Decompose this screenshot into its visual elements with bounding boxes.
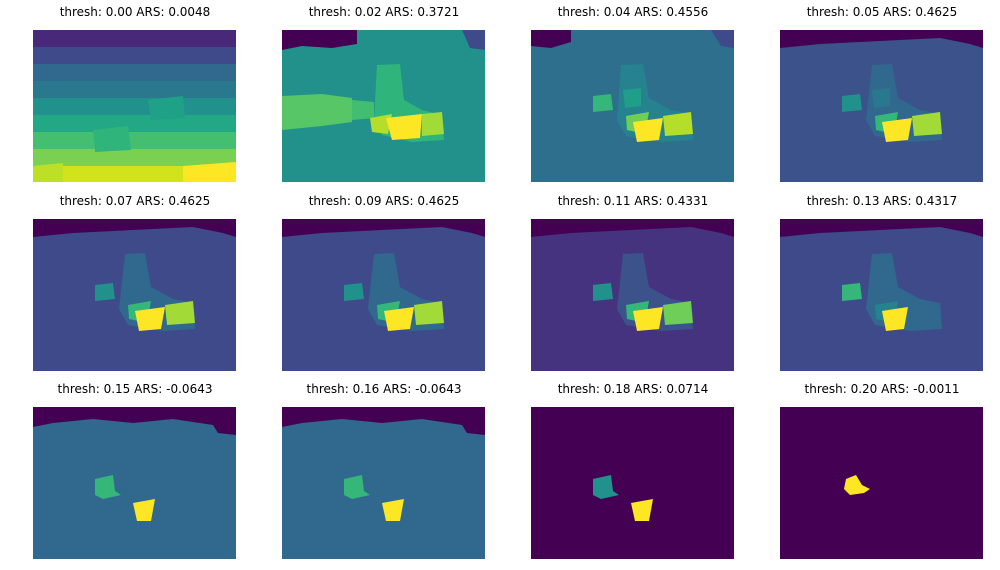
- panel-title: thresh: 0.16 ARS: -0.0643: [306, 382, 462, 396]
- segmentation-image: [780, 219, 983, 371]
- panel-title: thresh: 0.05 ARS: 0.4625: [806, 5, 958, 19]
- panel-title: thresh: 0.20 ARS: -0.0011: [804, 382, 960, 396]
- panel-title: thresh: 0.11 ARS: 0.4331: [557, 194, 709, 208]
- segmentation-image: [780, 30, 983, 182]
- segmentation-image: [282, 219, 485, 371]
- panel-title: thresh: 0.07 ARS: 0.4625: [59, 194, 211, 208]
- panel-title: thresh: 0.09 ARS: 0.4625: [308, 194, 460, 208]
- segmentation-image: [531, 219, 734, 371]
- segmentation-image: [33, 407, 236, 559]
- panel-title: thresh: 0.04 ARS: 0.4556: [557, 5, 709, 19]
- segmentation-image: [531, 30, 734, 182]
- panel-title: thresh: 0.18 ARS: 0.0714: [557, 382, 709, 396]
- panel-title: thresh: 0.02 ARS: 0.3721: [308, 5, 460, 19]
- panel-title: thresh: 0.15 ARS: -0.0643: [57, 382, 213, 396]
- segmentation-image: [33, 219, 236, 371]
- segmentation-image: [531, 407, 734, 559]
- segmentation-image: [282, 30, 485, 182]
- segmentation-image: [282, 407, 485, 559]
- segmentation-image: [780, 407, 983, 559]
- panel-title: thresh: 0.13 ARS: 0.4317: [806, 194, 958, 208]
- panel-title: thresh: 0.00 ARS: 0.0048: [59, 5, 211, 19]
- segmentation-image: [33, 30, 236, 182]
